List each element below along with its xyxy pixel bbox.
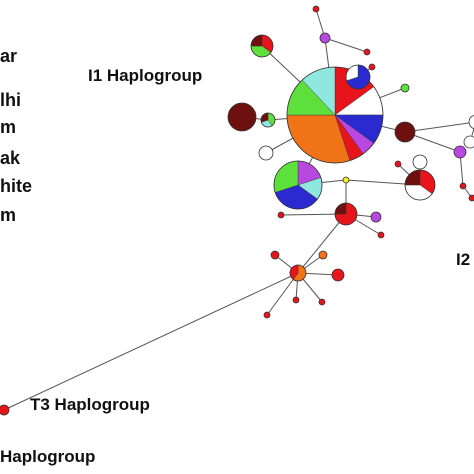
node-slice [258, 145, 274, 161]
other-haplogroup-label: Haplogroup [0, 447, 95, 466]
network-edge [266, 272, 299, 316]
i1-haplogroup-label: I1 Haplogroup [88, 66, 202, 85]
haplotype-node [468, 194, 474, 202]
haplotype-node [260, 112, 276, 128]
node-slice [331, 268, 345, 282]
node-slice [277, 211, 285, 219]
network-edge [324, 37, 368, 53]
legend: ar lhi m ak hite m [0, 46, 32, 225]
legend-label-5: hite [0, 176, 32, 196]
node-slice [368, 63, 376, 71]
network-edge [3, 272, 299, 411]
node-slice [263, 311, 271, 319]
haplotype-node [277, 211, 285, 219]
haplotype-node [342, 176, 350, 184]
network-nodes [0, 5, 474, 416]
node-slice [468, 114, 474, 130]
legend-label-2: lhi [0, 90, 21, 110]
node-slice [227, 102, 257, 132]
node-slice [370, 211, 382, 223]
node-slice [453, 145, 467, 159]
legend-label-3: m [0, 117, 16, 137]
node-slice [394, 121, 416, 143]
node-outline [404, 169, 436, 201]
haplotype-node [468, 114, 474, 130]
haplotype-node [319, 32, 331, 44]
node-slice [459, 182, 467, 190]
haplotype-node [370, 211, 382, 223]
node-outline [334, 202, 358, 226]
node-outline [289, 264, 307, 282]
haplotype-node [459, 182, 467, 190]
haplotype-node [227, 102, 257, 132]
haplotype-node [318, 250, 328, 260]
node-slice [342, 176, 350, 184]
node-outline [250, 34, 274, 58]
haplotype-node [400, 83, 410, 93]
i2-haplogroup-label: I2 [456, 250, 470, 269]
haplotype-node [331, 268, 345, 282]
haplotype-node [312, 5, 320, 13]
node-slice [270, 250, 280, 260]
haplotype-node [363, 48, 371, 56]
haplotype-node [250, 34, 274, 58]
node-slice [394, 160, 402, 168]
node-slice [292, 296, 300, 304]
node-slice [319, 32, 331, 44]
haplotype-node [292, 296, 300, 304]
node-slice [412, 154, 428, 170]
haplotype-node [345, 64, 371, 90]
node-slice [363, 48, 371, 56]
node-slice [377, 231, 385, 239]
node-slice [318, 298, 326, 306]
haplotype-node [412, 154, 428, 170]
haplotype-node [377, 231, 385, 239]
haplotype-node [394, 160, 402, 168]
haplotype-node [334, 202, 358, 226]
haplotype-node [394, 121, 416, 143]
haplotype-node [453, 145, 467, 159]
node-outline [286, 66, 384, 164]
network-edge [297, 213, 347, 274]
node-outline [260, 112, 276, 128]
haplotype-node [273, 160, 323, 210]
node-slice [400, 83, 410, 93]
node-slice [468, 194, 474, 202]
node-slice [318, 250, 328, 260]
network-edge [404, 121, 474, 133]
haplotype-node [318, 298, 326, 306]
t3-haplogroup-label: T3 Haplogroup [30, 395, 150, 414]
haplotype-node [289, 264, 307, 282]
legend-label-4: ak [0, 148, 21, 168]
node-outline [345, 64, 371, 90]
legend-label-1: ar [0, 46, 17, 66]
node-slice [312, 5, 320, 13]
network-edges [3, 8, 474, 411]
node-slice [463, 135, 474, 149]
haplotype-node [368, 63, 376, 71]
legend-label-6: m [0, 205, 16, 225]
haplotype-node [404, 169, 436, 201]
haplotype-node [0, 404, 10, 416]
node-slice [0, 404, 10, 416]
node-outline [273, 160, 323, 210]
haplotype-node [258, 145, 274, 161]
haplotype-node [463, 135, 474, 149]
haplotype-node [263, 311, 271, 319]
haplotype-node [270, 250, 280, 260]
